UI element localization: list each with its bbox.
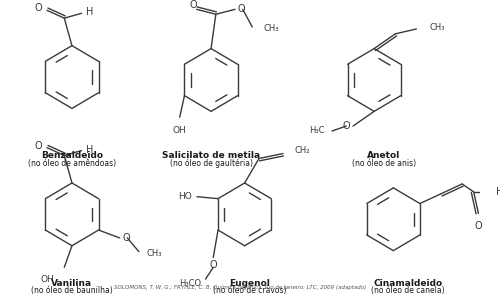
Text: OH: OH <box>173 126 186 135</box>
Text: H: H <box>86 7 94 17</box>
Text: O: O <box>474 221 482 231</box>
Text: Anetol: Anetol <box>367 151 400 160</box>
Text: (no óleo de cravos): (no óleo de cravos) <box>212 286 286 295</box>
Text: O: O <box>210 260 217 271</box>
Text: Cinamaldeido: Cinamaldeido <box>373 279 442 287</box>
Text: Benzaldeido: Benzaldeido <box>41 151 103 160</box>
Text: Eugenol: Eugenol <box>229 279 270 287</box>
Text: H: H <box>496 187 500 197</box>
Text: HO: HO <box>178 192 192 201</box>
Text: CH₂: CH₂ <box>294 146 310 155</box>
Text: CH₃: CH₃ <box>430 22 446 31</box>
Text: H: H <box>86 145 94 155</box>
Text: O: O <box>238 4 246 14</box>
Text: O: O <box>122 233 130 243</box>
Text: (no óleo de baunilha): (no óleo de baunilha) <box>31 286 113 295</box>
Text: CH₃: CH₃ <box>264 25 280 33</box>
Text: (no óleo de gaultéria): (no óleo de gaultéria) <box>170 159 252 168</box>
Text: H₃CO: H₃CO <box>178 279 201 287</box>
Text: CH₃: CH₃ <box>146 249 162 258</box>
Text: (no óleo de canela): (no óleo de canela) <box>371 286 444 295</box>
Text: O: O <box>189 0 196 10</box>
Text: (no óleo de anis): (no óleo de anis) <box>352 159 416 168</box>
Text: O: O <box>342 121 350 131</box>
Text: SOLOMONS, T. W. G.; FRYHLE, C. B. Química orgânica. Rio de Janeiro: LTC, 2009 (a: SOLOMONS, T. W. G.; FRYHLE, C. B. Químic… <box>114 284 366 290</box>
Text: O: O <box>34 3 42 13</box>
Text: O: O <box>34 141 42 151</box>
Text: Salicilato de metila: Salicilato de metila <box>162 151 260 160</box>
Text: H₃C: H₃C <box>309 126 324 136</box>
Text: Vanilina: Vanilina <box>52 279 92 287</box>
Text: OH: OH <box>41 275 54 284</box>
Text: (no óleo de amêndoas): (no óleo de amêndoas) <box>28 159 116 168</box>
